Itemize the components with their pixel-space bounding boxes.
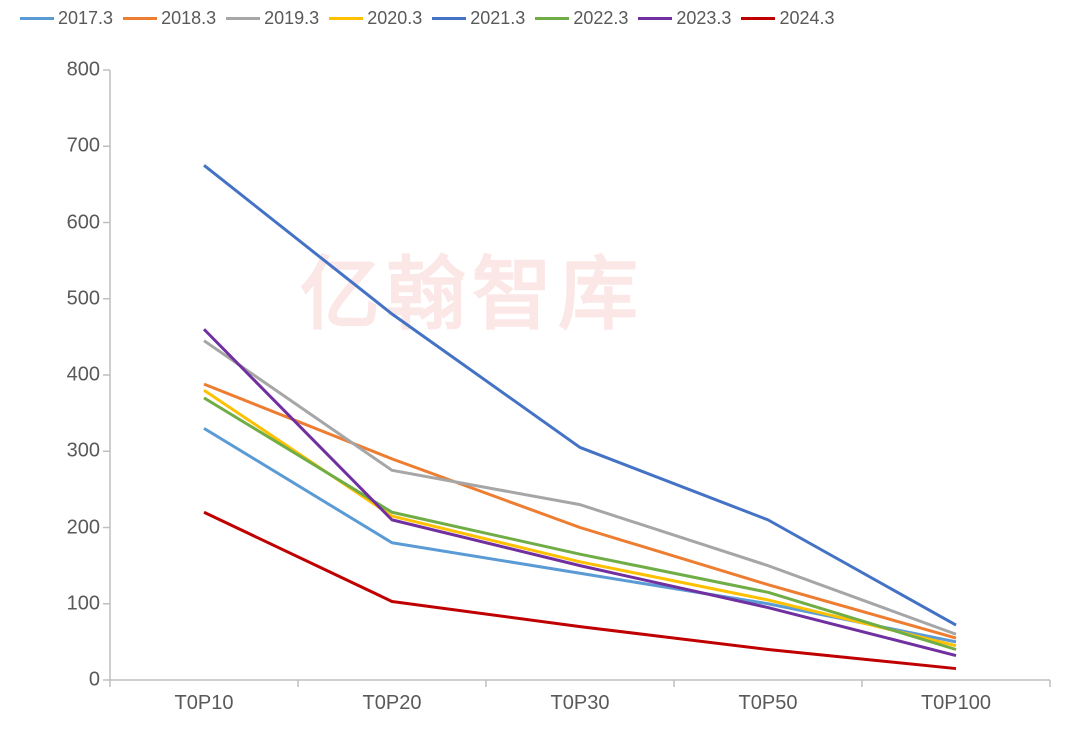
y-tick-label: 800: [40, 59, 100, 82]
y-tick-label: 500: [40, 287, 100, 310]
series-line: [204, 165, 956, 625]
y-tick-label: 400: [40, 364, 100, 387]
series-line: [204, 428, 956, 642]
y-tick-label: 300: [40, 440, 100, 463]
x-tick-label: T0P100: [896, 692, 1016, 715]
x-tick-label: T0P10: [144, 692, 264, 715]
x-tick-label: T0P20: [332, 692, 452, 715]
series-line: [204, 512, 956, 668]
y-tick-label: 700: [40, 135, 100, 158]
y-tick-label: 200: [40, 516, 100, 539]
series-line: [204, 341, 956, 635]
series-line: [204, 398, 956, 650]
x-tick-label: T0P30: [520, 692, 640, 715]
line-chart: 2017.32018.32019.32020.32021.32022.32023…: [0, 0, 1080, 750]
plot-area: [0, 0, 1080, 750]
x-tick-label: T0P50: [708, 692, 828, 715]
series-line: [204, 384, 956, 638]
y-tick-label: 600: [40, 211, 100, 234]
y-tick-label: 0: [40, 669, 100, 692]
y-tick-label: 100: [40, 592, 100, 615]
